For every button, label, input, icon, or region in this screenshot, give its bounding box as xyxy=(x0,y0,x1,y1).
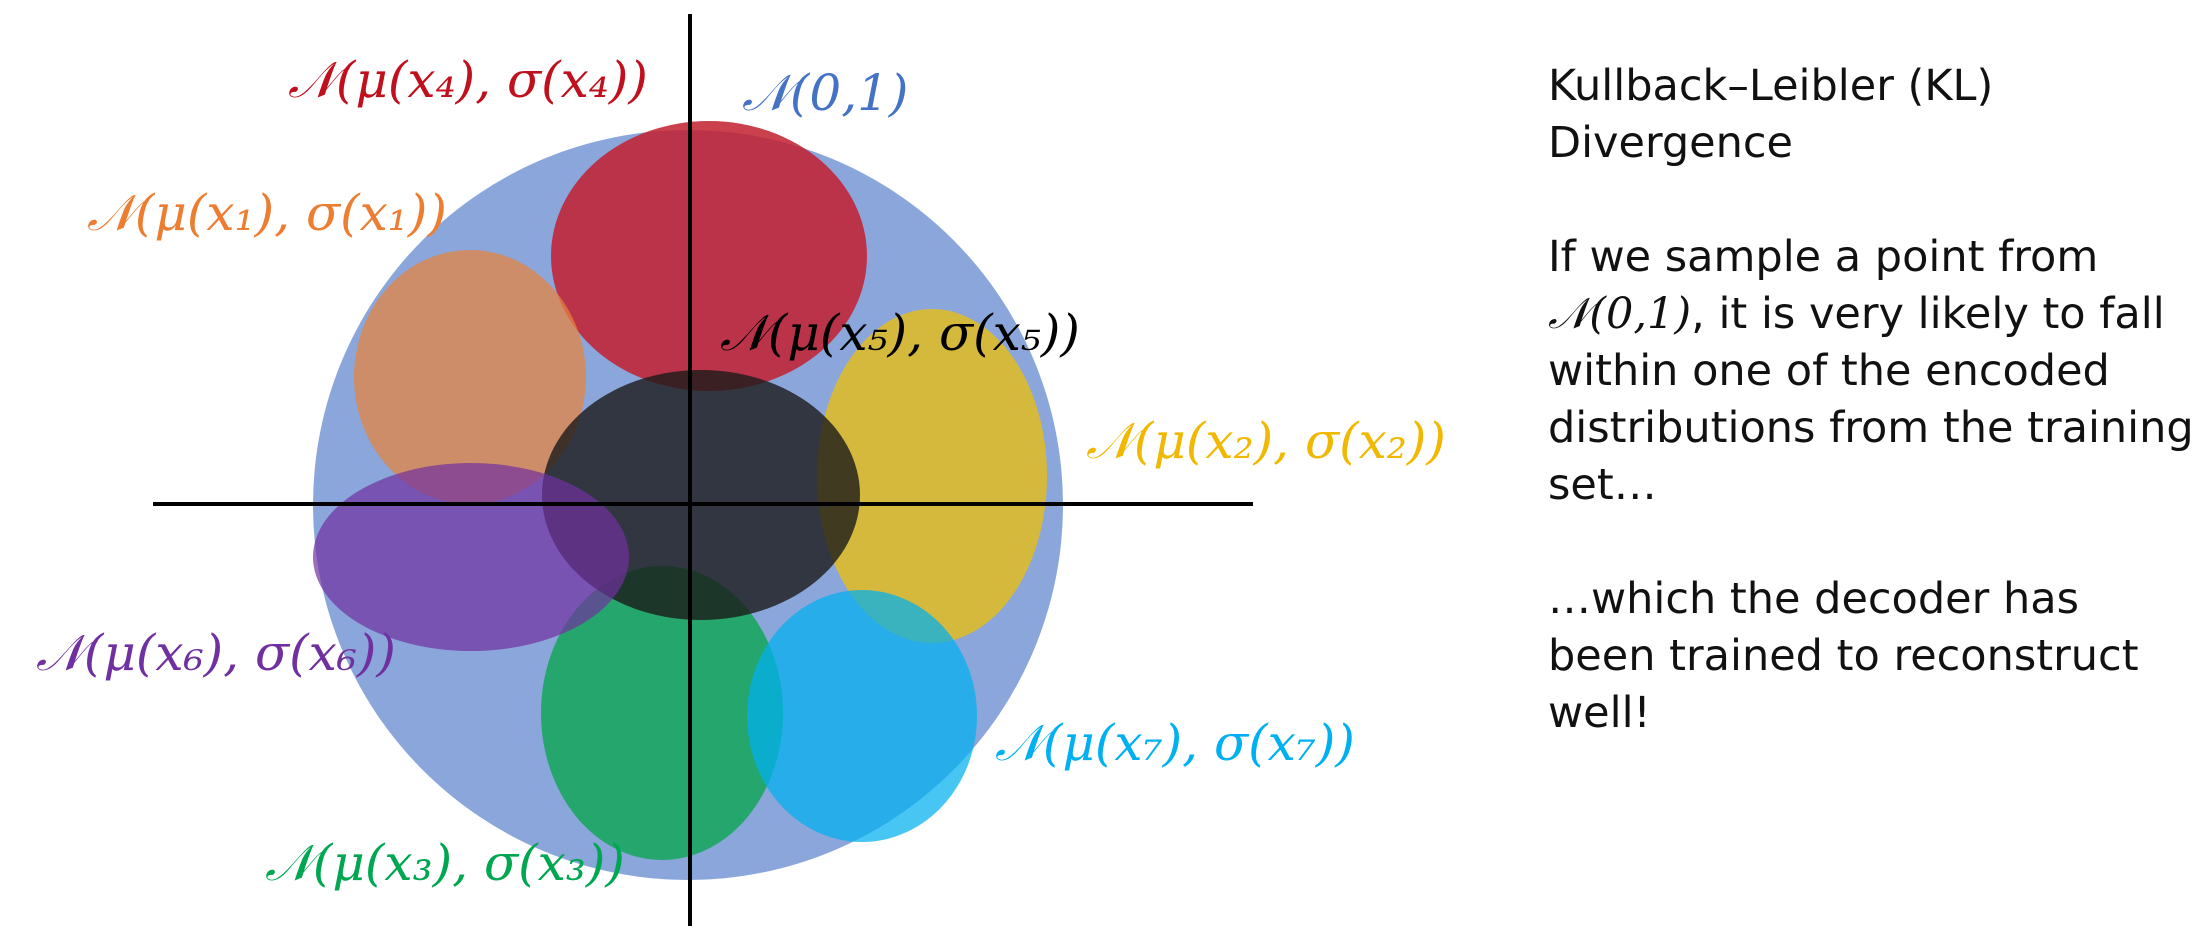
distribution-x4-ellipse xyxy=(551,121,867,391)
distribution-x6-ellipse xyxy=(313,463,629,651)
label-x1: 𝒩(μ(x₁), σ(x₁)) xyxy=(87,184,447,242)
label-x5: 𝒩(μ(x₅), σ(x₅)) xyxy=(720,304,1080,362)
distribution-x1-ellipse xyxy=(354,250,586,504)
para1-after: , it is very likely to fall within one o… xyxy=(1548,289,2194,510)
explanation-panel: Kullback–Leibler (KL) Divergence If we s… xyxy=(1548,58,2198,799)
panel-paragraph-1: If we sample a point from 𝒩(0,1), it is … xyxy=(1548,229,2198,514)
label-x2: 𝒩(μ(x₂), σ(x₂)) xyxy=(1086,412,1446,470)
para1-math: 𝒩(0,1) xyxy=(1548,289,1692,339)
label-prior: 𝒩(0,1) xyxy=(742,64,908,122)
label-x6: 𝒩(μ(x₆), σ(x₆)) xyxy=(36,624,396,682)
panel-title: Kullback–Leibler (KL) Divergence xyxy=(1548,61,1994,168)
label-x7: 𝒩(μ(x₇), σ(x₇)) xyxy=(995,714,1355,772)
distribution-x3-ellipse xyxy=(541,566,783,860)
distribution-x7-ellipse xyxy=(747,590,977,842)
label-x4: 𝒩(μ(x₄), σ(x₄)) xyxy=(288,51,648,109)
para1-before: If we sample a point from xyxy=(1548,232,2099,282)
latent-space-diagram: 𝒩(0,1) 𝒩(μ(x₄), σ(x₄)) 𝒩(μ(x₁), σ(x₁)) 𝒩… xyxy=(36,14,1446,926)
label-x3: 𝒩(μ(x₃), σ(x₃)) xyxy=(265,834,625,892)
distribution-x2-ellipse xyxy=(817,309,1047,643)
panel-paragraph-2: …which the decoder has been trained to r… xyxy=(1548,574,2139,738)
